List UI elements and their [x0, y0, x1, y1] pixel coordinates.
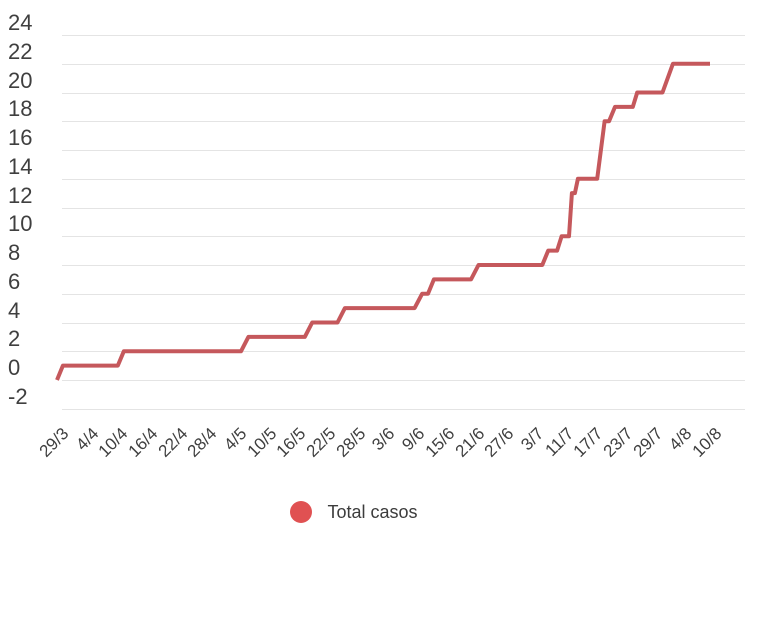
y-tick-label: 0 — [8, 355, 21, 380]
y-tick-label: 18 — [8, 96, 33, 122]
gridline — [62, 35, 745, 36]
gridline — [62, 150, 745, 151]
legend: Total casos — [0, 501, 768, 523]
y-tick-label: -2 — [8, 383, 28, 409]
y-tick-label: 2 — [8, 326, 21, 352]
gridline — [62, 178, 745, 180]
y-tick-label: 14 — [8, 153, 33, 179]
y-tick-label: 22 — [8, 38, 33, 64]
gridline — [62, 322, 745, 324]
gridline — [62, 351, 745, 353]
gridline — [62, 293, 745, 295]
legend-item-total-casos[interactable]: Total casos — [290, 501, 418, 523]
gridline — [62, 408, 745, 410]
legend-dot-icon — [290, 501, 313, 523]
y-tick-label: 20 — [8, 67, 33, 93]
y-tick-label: 12 — [8, 182, 33, 208]
y-tick-label: 16 — [8, 125, 33, 150]
y-tick-label: 24 — [8, 10, 33, 35]
gridline — [62, 236, 745, 238]
y-tick-label: 4 — [8, 297, 21, 323]
gridline — [62, 380, 745, 381]
gridline — [62, 207, 745, 209]
gridline — [62, 121, 745, 123]
y-tick-label: 10 — [8, 211, 33, 237]
gridline — [62, 265, 745, 266]
y-tick-label: 6 — [8, 268, 21, 294]
legend-label: Total casos — [327, 501, 418, 522]
y-tick-label: 8 — [8, 240, 21, 265]
gridline — [62, 92, 745, 94]
gridline — [62, 63, 745, 65]
series-line-total-casos — [55, 61, 710, 381]
